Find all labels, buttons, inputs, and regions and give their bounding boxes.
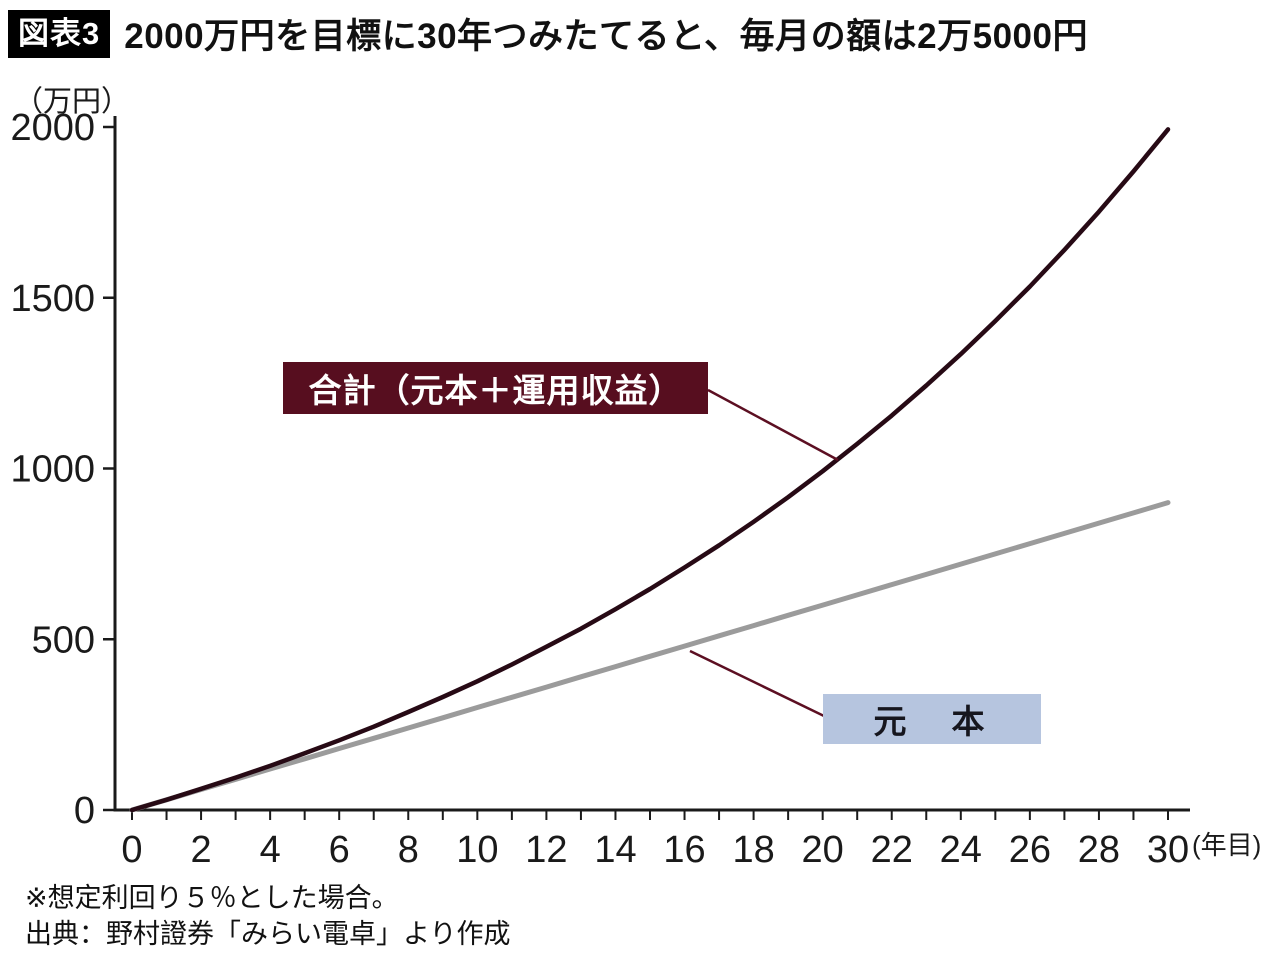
x-tick-label: 28	[1078, 829, 1120, 871]
total-series-line	[129, 127, 1171, 813]
x-tick-label: 0	[121, 829, 142, 871]
x-axis-unit-label: (年目)	[1192, 830, 1261, 860]
y-tick-label: 0	[74, 790, 95, 832]
total-label-leader-line	[707, 388, 839, 462]
x-tick-label: 24	[940, 829, 982, 871]
x-tick-label: 26	[1009, 829, 1051, 871]
principal-series-line	[129, 500, 1171, 813]
principal-series-label: 元 本	[823, 694, 1041, 744]
x-tick-label: 16	[663, 829, 705, 871]
x-tick-label: 14	[594, 829, 636, 871]
x-tick-label: 10	[456, 829, 498, 871]
x-tick-label: 4	[260, 829, 281, 871]
x-tick-label: 6	[329, 829, 350, 871]
x-tick-label: 12	[525, 829, 567, 871]
principal-label-leader-line	[689, 649, 825, 718]
assumption-footnote: ※想定利回り５％とした場合。	[25, 883, 399, 913]
total-series-label: 合計（元本＋運用収益）	[283, 362, 708, 414]
y-tick-label: 2000	[10, 107, 95, 149]
x-tick-label: 2	[190, 829, 211, 871]
x-tick-label: 22	[871, 829, 913, 871]
x-tick-label: 18	[732, 829, 774, 871]
y-tick-label: 1000	[10, 449, 95, 491]
chart-header: 図表3 2000万円を目標に30年つみたてると、毎月の額は2万5000円	[8, 8, 1088, 59]
x-tick-label: 30	[1147, 829, 1189, 871]
x-tick-label: 8	[398, 829, 419, 871]
figure-number-badge: 図表3	[8, 9, 111, 58]
chart-title: 2000万円を目標に30年つみたてると、毎月の額は2万5000円	[124, 17, 1088, 56]
y-tick-label: 1500	[10, 278, 95, 320]
source-footnote: 出典：野村證券「みらい電卓」より作成	[25, 919, 511, 949]
y-axis-unit-label: （万円）	[14, 86, 131, 118]
x-tick-label: 20	[802, 829, 844, 871]
y-tick-label: 500	[32, 619, 95, 661]
